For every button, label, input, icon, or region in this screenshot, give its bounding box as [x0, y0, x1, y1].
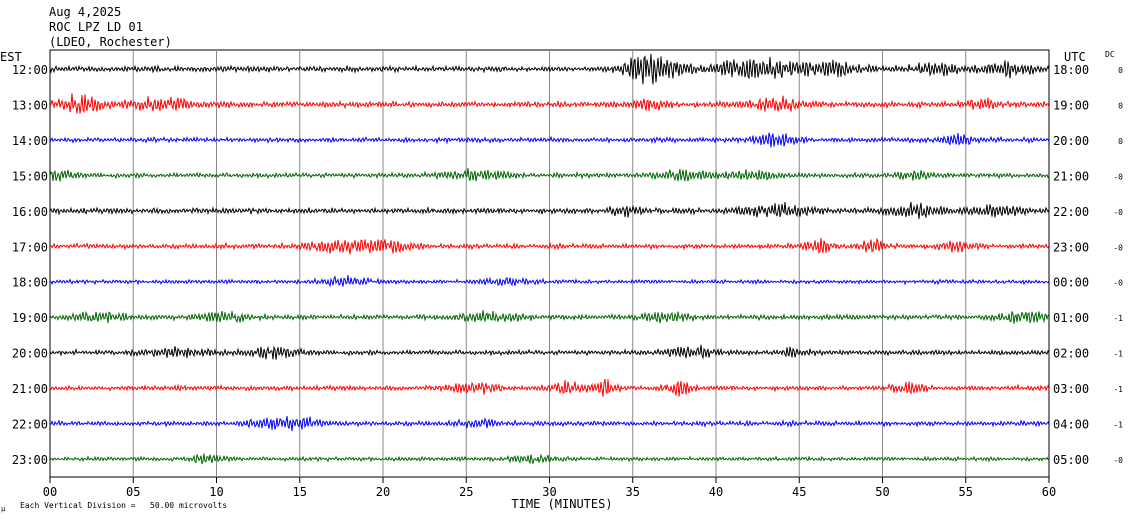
dc-offset-label: -1 — [1113, 350, 1123, 359]
x-tick-label: 05 — [126, 485, 140, 499]
dc-offset-label: -0 — [1113, 208, 1123, 217]
utc-hour-label: 04:00 — [1053, 418, 1089, 432]
header-station: ROC LPZ LD 01 — [49, 20, 143, 34]
est-hour-label: 15:00 — [12, 169, 48, 183]
est-hour-label: 12:00 — [12, 63, 48, 77]
est-hour-label: 20:00 — [12, 347, 48, 361]
header-network: (LDEO, Rochester) — [49, 35, 172, 49]
utc-hour-label: 18:00 — [1053, 63, 1089, 77]
trace-1700 — [50, 237, 1050, 255]
dc-offset-label: -0 — [1113, 172, 1123, 181]
dc-offset-label: -1 — [1113, 314, 1123, 323]
x-tick-label: 30 — [542, 485, 556, 499]
utc-hour-label: 19:00 — [1053, 98, 1089, 112]
est-hour-label: 13:00 — [12, 98, 48, 112]
utc-hour-label: 20:00 — [1053, 134, 1089, 148]
dc-offset-label: -1 — [1113, 421, 1123, 430]
dc-offset-label: -1 — [1113, 385, 1123, 394]
x-tick-label: 20 — [376, 485, 390, 499]
dc-offset-label: 0 — [1118, 101, 1123, 110]
est-hour-label: 14:00 — [12, 134, 48, 148]
dc-offset-label: -0 — [1113, 456, 1123, 465]
utc-hour-label: 22:00 — [1053, 205, 1089, 219]
est-hour-label: 17:00 — [12, 240, 48, 254]
right-zone-label: UTC — [1064, 50, 1086, 64]
utc-hour-label: 03:00 — [1053, 382, 1089, 396]
left-zone-label: EST — [0, 50, 22, 64]
trace-2200 — [49, 416, 1050, 432]
trace-1600 — [49, 201, 1050, 219]
dc-offset-label: -0 — [1113, 279, 1123, 288]
est-hour-label: 21:00 — [12, 382, 48, 396]
x-axis-title: TIME (MINUTES) — [511, 497, 612, 511]
trace-1300 — [49, 93, 1050, 114]
trace-1900 — [49, 309, 1050, 324]
dc-label: DC — [1105, 50, 1115, 59]
trace-1800 — [49, 275, 1050, 288]
x-tick-label: 35 — [626, 485, 640, 499]
trace-1200 — [49, 53, 1050, 85]
utc-hour-label: 00:00 — [1053, 276, 1089, 290]
x-tick-label: 40 — [709, 485, 723, 499]
x-tick-label: 25 — [459, 485, 473, 499]
x-tick-label: 10 — [209, 485, 223, 499]
dc-offset-label: 0 — [1118, 66, 1123, 75]
trace-1400 — [49, 132, 1050, 148]
est-hour-label: 18:00 — [12, 276, 48, 290]
utc-hour-label: 01:00 — [1053, 311, 1089, 325]
utc-hour-label: 02:00 — [1053, 347, 1089, 361]
x-tick-label: 15 — [293, 485, 307, 499]
est-hour-label: 16:00 — [12, 205, 48, 219]
header-date: Aug 4,2025 — [49, 5, 121, 19]
scale-note-marker: μ — [1, 505, 6, 513]
dc-offset-label: 0 — [1118, 137, 1123, 146]
est-hour-label: 19:00 — [12, 311, 48, 325]
x-tick-label: 00 — [43, 485, 57, 499]
dc-offset-label: -0 — [1113, 243, 1123, 252]
est-hour-label: 22:00 — [12, 418, 48, 432]
utc-hour-label: 21:00 — [1053, 169, 1089, 183]
trace-2000 — [49, 344, 1050, 360]
trace-1500 — [49, 167, 1050, 182]
x-tick-label: 50 — [875, 485, 889, 499]
utc-hour-label: 23:00 — [1053, 240, 1089, 254]
est-hour-label: 23:00 — [12, 453, 48, 467]
x-tick-label: 45 — [792, 485, 806, 499]
trace-2300 — [49, 453, 1050, 465]
utc-hour-label: 05:00 — [1053, 453, 1089, 467]
scale-note: Each Vertical Division = 50.00 microvolt… — [20, 501, 227, 510]
x-tick-label: 55 — [959, 485, 973, 499]
x-tick-label: 60 — [1042, 485, 1056, 499]
trace-2100 — [49, 378, 1050, 397]
